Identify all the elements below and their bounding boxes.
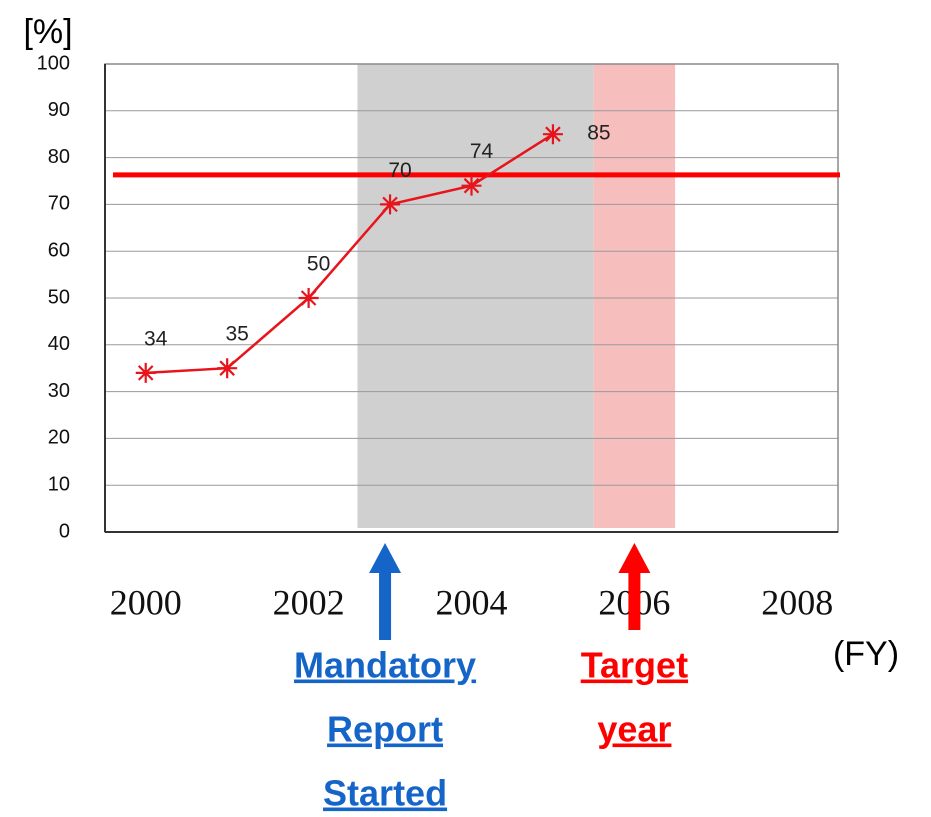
- data-label: 34: [144, 327, 168, 350]
- annotation-text: year: [597, 709, 671, 750]
- data-label: 50: [307, 253, 330, 276]
- annotation-text: Mandatory: [294, 645, 476, 686]
- y-tick-label: 30: [48, 380, 70, 402]
- annotation-text: Target: [581, 645, 688, 686]
- annotation-arrow: [618, 543, 651, 630]
- series-line: [145, 133, 554, 375]
- data-marker: [217, 358, 238, 379]
- data-marker: [380, 194, 401, 215]
- data-label: 70: [388, 159, 411, 182]
- annotation-text: Started: [323, 773, 447, 814]
- y-tick-label: 40: [48, 333, 70, 355]
- data-marker: [461, 175, 482, 196]
- y-axis-label: [%]: [23, 13, 72, 51]
- x-tick-label: 2004: [436, 582, 508, 622]
- data-marker: [298, 288, 319, 308]
- y-tick-label: 100: [37, 52, 70, 74]
- annotation-text: Report: [327, 709, 443, 750]
- y-tick-label: 50: [48, 286, 70, 308]
- x-axis-label: (FY): [833, 635, 899, 673]
- y-tick-label: 60: [48, 239, 70, 261]
- shaded-range: [593, 64, 676, 528]
- y-tick-label: 90: [48, 99, 70, 121]
- data-marker: [135, 362, 156, 383]
- x-tick-label: 2000: [110, 582, 182, 622]
- x-tick-label: 2002: [273, 582, 345, 622]
- data-label: 74: [470, 140, 494, 163]
- data-marker: [542, 124, 563, 145]
- y-tick-label: 70: [48, 193, 70, 215]
- data-label: 85: [587, 122, 610, 145]
- y-tick-label: 0: [59, 520, 70, 542]
- data-label: 35: [225, 323, 248, 346]
- annotation-arrow: [369, 543, 402, 640]
- shaded-range: [357, 64, 594, 528]
- y-tick-label: 20: [48, 427, 70, 449]
- y-tick-label: 10: [48, 473, 70, 495]
- y-tick-label: 80: [48, 146, 70, 168]
- x-tick-label: 2008: [761, 582, 833, 622]
